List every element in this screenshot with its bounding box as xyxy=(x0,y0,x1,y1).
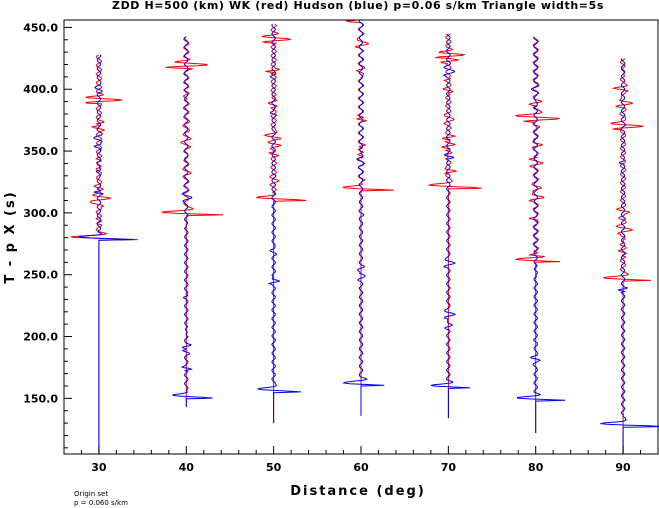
x-tick-label: 90 xyxy=(615,461,631,474)
y-tick-label: 400.0 xyxy=(23,83,58,96)
x-tick-label: 70 xyxy=(441,461,457,474)
y-tick-label: 200.0 xyxy=(23,331,58,344)
blue-trace-30-deg xyxy=(77,54,134,454)
footnote-origin: Origin set xyxy=(74,490,108,498)
x-tick-label: 80 xyxy=(528,461,544,474)
y-tick-label: 300.0 xyxy=(23,207,58,220)
x-tick-label: 60 xyxy=(353,461,369,474)
blue-trace-50-deg xyxy=(257,23,301,424)
x-axis-label: Distance (deg) xyxy=(290,484,426,499)
red-trace-90-deg xyxy=(602,58,652,454)
footnote-slowness: p = 0.060 s/km xyxy=(74,499,128,507)
red-trace-80-deg xyxy=(515,36,561,433)
seismogram-traces xyxy=(71,19,659,454)
x-tick-label: 40 xyxy=(179,461,195,474)
y-tick-label: 150.0 xyxy=(23,392,58,405)
red-trace-70-deg xyxy=(427,33,482,419)
y-tick-label: 350.0 xyxy=(23,145,58,158)
red-trace-40-deg xyxy=(160,36,224,407)
y-tick-label: 250.0 xyxy=(23,269,58,282)
red-trace-50-deg xyxy=(256,23,307,424)
blue-trace-80-deg xyxy=(516,36,566,433)
x-tick-label: 50 xyxy=(266,461,282,474)
blue-trace-40-deg xyxy=(172,36,213,407)
red-trace-60-deg xyxy=(342,19,395,416)
x-axis-ticks: 30 40 50 60 70 80 90 xyxy=(80,446,659,474)
blue-trace-90-deg xyxy=(600,58,659,454)
red-trace-30-deg xyxy=(71,54,138,454)
x-tick-label: 30 xyxy=(91,461,107,474)
y-axis-label: T - p X (s) xyxy=(3,190,18,283)
y-tick-label: 450.0 xyxy=(23,21,58,34)
y-axis-ticks: 150.0 200.0 250.0 300.0 350.0 400.0 450.0 xyxy=(23,21,72,449)
chart-title: ZDD H=500 (km) WK (red) Hudson (blue) p=… xyxy=(112,0,604,12)
blue-trace-60-deg xyxy=(342,20,385,416)
blue-trace-70-deg xyxy=(430,33,471,419)
